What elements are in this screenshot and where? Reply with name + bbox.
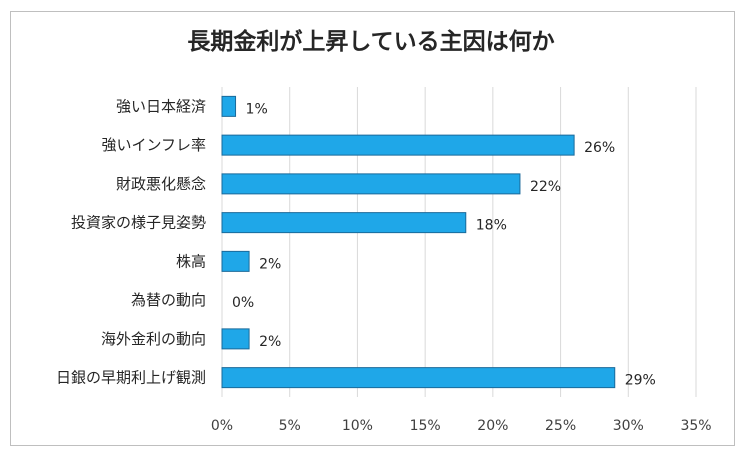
data-label: 29% <box>625 373 656 389</box>
x-tick-label: 25% <box>545 418 576 434</box>
x-tick-label: 15% <box>410 418 441 434</box>
data-label: 2% <box>259 334 281 350</box>
x-axis-tick-labels: 0% 5% 10% 15% 20% 25% 30% 35% <box>211 418 712 434</box>
x-tick-label: 30% <box>613 418 644 434</box>
data-label: 2% <box>259 256 281 272</box>
data-labels: 1% 26% 22% 18% 2% 0% 2% 29% <box>232 101 656 388</box>
data-label: 18% <box>476 218 507 234</box>
category-label: 財政悪化懸念 <box>116 175 206 193</box>
bar <box>221 95 237 117</box>
category-label: 海外金利の動向 <box>101 330 206 348</box>
x-tick-label: 20% <box>477 418 508 434</box>
category-label: 日銀の早期利上げ観測 <box>56 369 206 387</box>
x-tick-label: 5% <box>279 418 301 434</box>
category-label: 強いインフレ率 <box>101 136 206 154</box>
data-label: 22% <box>530 179 561 195</box>
bar <box>221 173 521 195</box>
x-tick-label: 0% <box>211 418 233 434</box>
data-label: 0% <box>232 295 254 311</box>
data-label: 1% <box>246 101 268 117</box>
x-tick-label: 35% <box>680 418 711 434</box>
category-label: 株高 <box>176 252 206 270</box>
category-label: 投資家の様子見姿勢 <box>71 214 206 232</box>
category-labels: 強い日本経済強いインフレ率財政悪化懸念投資家の様子見姿勢株高為替の動向海外金利の… <box>56 97 206 386</box>
x-tick-label: 10% <box>342 418 373 434</box>
bar <box>221 367 616 389</box>
bar <box>221 134 575 156</box>
category-label: 強い日本経済 <box>116 97 206 115</box>
bar <box>221 212 467 234</box>
chart-title: 長期金利が上昇している主因は何か <box>187 29 555 55</box>
category-label: 為替の動向 <box>131 291 206 309</box>
data-label: 26% <box>584 140 615 156</box>
bar <box>221 328 250 350</box>
gridlines <box>221 87 697 397</box>
bars <box>221 95 616 389</box>
bar <box>221 250 250 272</box>
